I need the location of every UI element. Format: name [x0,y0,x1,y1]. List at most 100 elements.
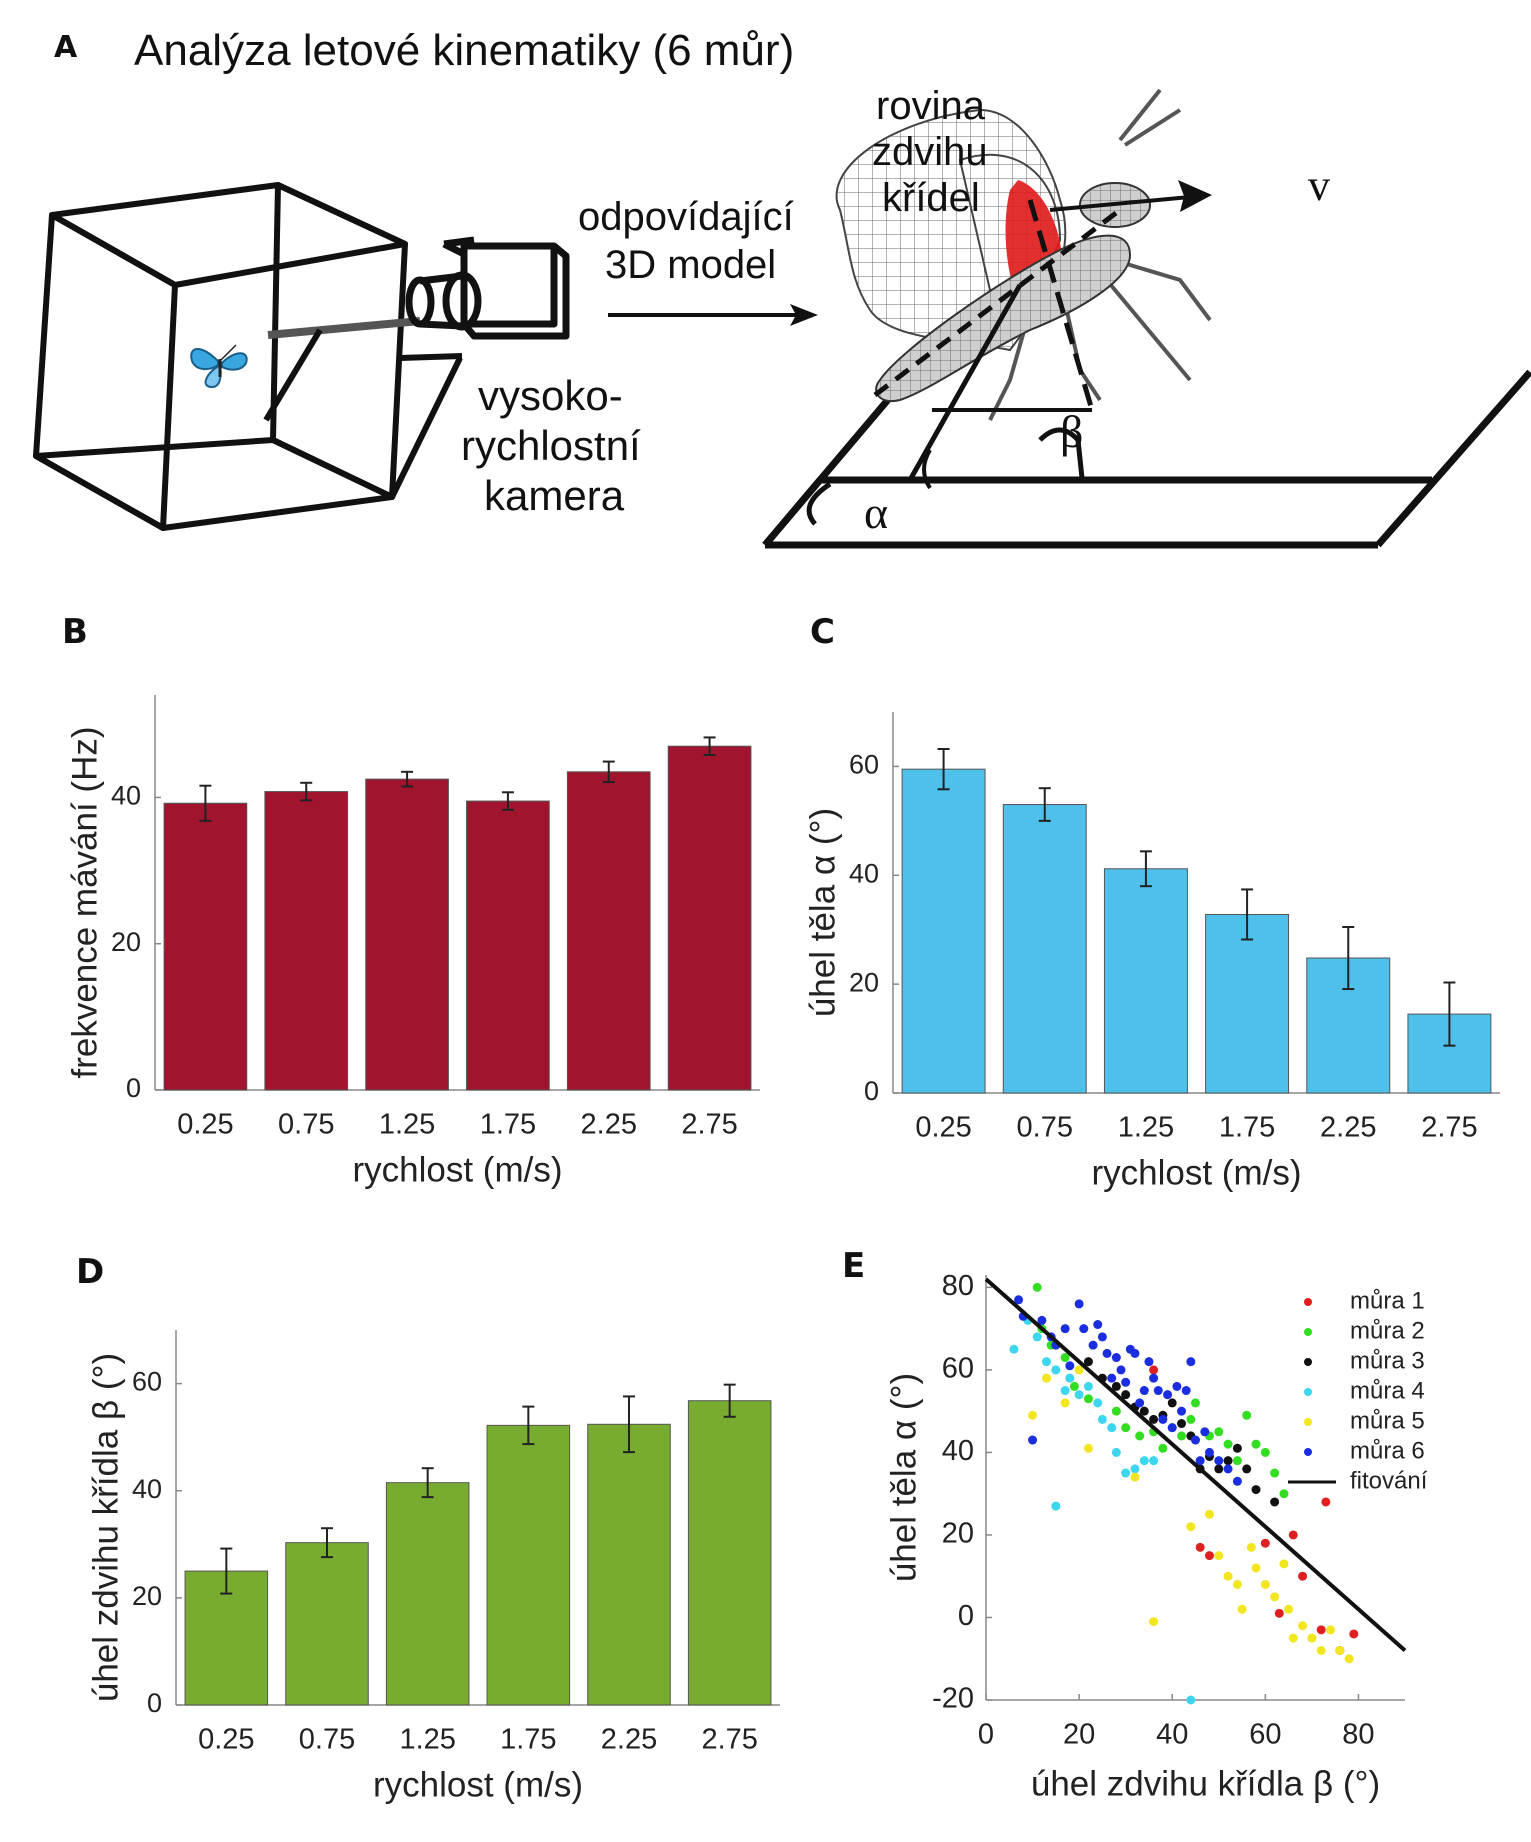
chart-e-point-3 [1083,1357,1093,1367]
chart-e-point-6 [1191,1435,1200,1445]
chart-e-point-6 [1177,1406,1187,1416]
chart-e-point-5 [1060,1398,1070,1408]
chart-e-point-5 [1279,1559,1289,1569]
chart-e-ytick-label: 60 [942,1353,974,1385]
chart-e-point-6 [1111,1353,1121,1363]
chart-e-legend-label: můra 4 [1350,1377,1425,1404]
chart-e-ytick-label: -20 [932,1683,974,1715]
chart-e-point-3 [1214,1464,1224,1474]
chart-e-point-5 [1251,1563,1261,1573]
chart-e-point-5 [1232,1579,1242,1589]
chart-c-xtick-label: 0.75 [1017,1112,1073,1144]
plane-label-line3: křídel [882,176,980,220]
chart-e-point-5 [1223,1571,1233,1581]
panel-letter-c: C [810,612,835,652]
chart-b-bar [163,802,248,1091]
chart-e-point-2 [1121,1423,1131,1433]
chart-d-bar [687,1400,772,1706]
chart-e-point-5 [1344,1654,1354,1664]
chart-e-point-4 [1111,1447,1121,1457]
chart-e-point-2 [1270,1468,1280,1478]
chart-e-point-5 [1237,1604,1247,1614]
chart-b-bar [667,745,752,1091]
chart-e-legend-marker [1304,1448,1312,1456]
chart-c-ytick-label: 60 [849,750,879,780]
chart-e-point-3 [1139,1406,1149,1416]
chart-e-point-6 [1232,1476,1242,1486]
chart-e-point-2 [1083,1394,1093,1404]
panel-letter-b: B [62,612,88,652]
chart-e-point-5 [1307,1633,1317,1643]
chart-e-point-5 [1074,1365,1084,1375]
chart-c-xtick-label: 0.25 [915,1112,971,1144]
chart-e-point-5 [1149,1617,1159,1627]
chart-e-point-3 [1232,1443,1242,1453]
chart-e-legend-marker [1304,1388,1312,1396]
chart-e-point-6 [1074,1299,1084,1309]
chart-e-point-3 [1149,1414,1159,1424]
chart-c-ytick-label: 20 [849,967,879,997]
chart-e-legend-label: můra 1 [1350,1287,1425,1314]
chart-e-point-5 [1298,1621,1308,1631]
chart-b-bar [566,771,651,1091]
plane-label-line1: rovina [876,84,985,128]
chart-b-xtick-label: 1.75 [480,1109,536,1141]
chart-e-point-4 [1060,1386,1070,1396]
chart-e-point-6 [1121,1377,1131,1387]
chart-e-point-2 [1069,1381,1079,1391]
chart-e-ylabel: úhel těla α (°) [884,1373,923,1582]
chart-e-xlabel: úhel zdvihu křídla β (°) [1031,1764,1380,1803]
chart-c-bar [1002,804,1087,1094]
chart-e-legend-label: můra 2 [1350,1317,1425,1344]
chart-e-point-4 [1093,1398,1103,1408]
chart-e-legend-marker [1304,1298,1312,1306]
chart-e-point-5 [1270,1592,1280,1602]
chart-b-bar [365,778,449,1091]
chart-e-point-6 [1102,1348,1112,1358]
chart-e-point-3 [1177,1419,1187,1429]
chart-e-point-6 [1116,1365,1126,1375]
chart-e-point-3 [1270,1497,1280,1507]
chart-e-point-5 [1284,1604,1294,1614]
chart-e-legend-label: můra 3 [1350,1347,1425,1374]
chart-e-ytick-label: 40 [942,1435,974,1467]
chart-e-point-4 [1130,1464,1140,1474]
chart-d-xtick-label: 2.75 [701,1724,757,1756]
chart-e-legend-marker [1304,1358,1312,1366]
chart-e-legend-label: můra 5 [1350,1407,1425,1434]
butterfly-icon [190,344,248,389]
chart-e-xtick-label: 80 [1342,1719,1374,1751]
chart-e-point-4 [1009,1344,1019,1354]
chart-c-bar [1205,913,1290,1094]
chart-e-legend-label: fitování [1350,1467,1428,1494]
chart-d-bar [486,1424,571,1706]
panel-letter-d: D [76,1252,105,1292]
chart-c-bar [1103,868,1188,1094]
chart-d-xtick-label: 1.75 [500,1724,556,1756]
chart-e-point-5 [1288,1633,1298,1643]
chart-e-point-3 [1242,1464,1252,1474]
chart-e-point-6 [1214,1456,1224,1466]
chart-e-point-5 [1083,1443,1093,1453]
chart-c-xtick-label: 2.75 [1421,1112,1477,1144]
chart-e-point-6 [1200,1427,1210,1437]
chart-b-bar [264,791,349,1091]
chart-b-xtick-label: 0.25 [177,1109,233,1141]
chart-e-point-4 [1083,1381,1093,1391]
chart-e-point-2 [1191,1398,1200,1408]
chart-e-point-1 [1274,1608,1284,1618]
chart-e-point-4 [1139,1456,1149,1466]
chart-e-point-5 [1326,1625,1336,1635]
chart-b-xtick-label: 2.25 [581,1109,637,1141]
chart-e-point-5 [1130,1472,1140,1482]
chart-b-xlabel: rychlost (m/s) [353,1150,563,1189]
moth-model-icon [762,88,1531,549]
chart-d-bar [587,1423,671,1706]
chart-d-xtick-label: 0.25 [198,1724,254,1756]
chart-e-point-6 [1079,1324,1089,1334]
chart-e-point-2 [1186,1414,1196,1424]
chart-e-ytick-label: 20 [942,1518,974,1550]
chart-e-legend-label: můra 6 [1350,1437,1425,1464]
chart-e-point-6 [1037,1315,1047,1325]
chart-e-point-6 [1195,1456,1205,1466]
